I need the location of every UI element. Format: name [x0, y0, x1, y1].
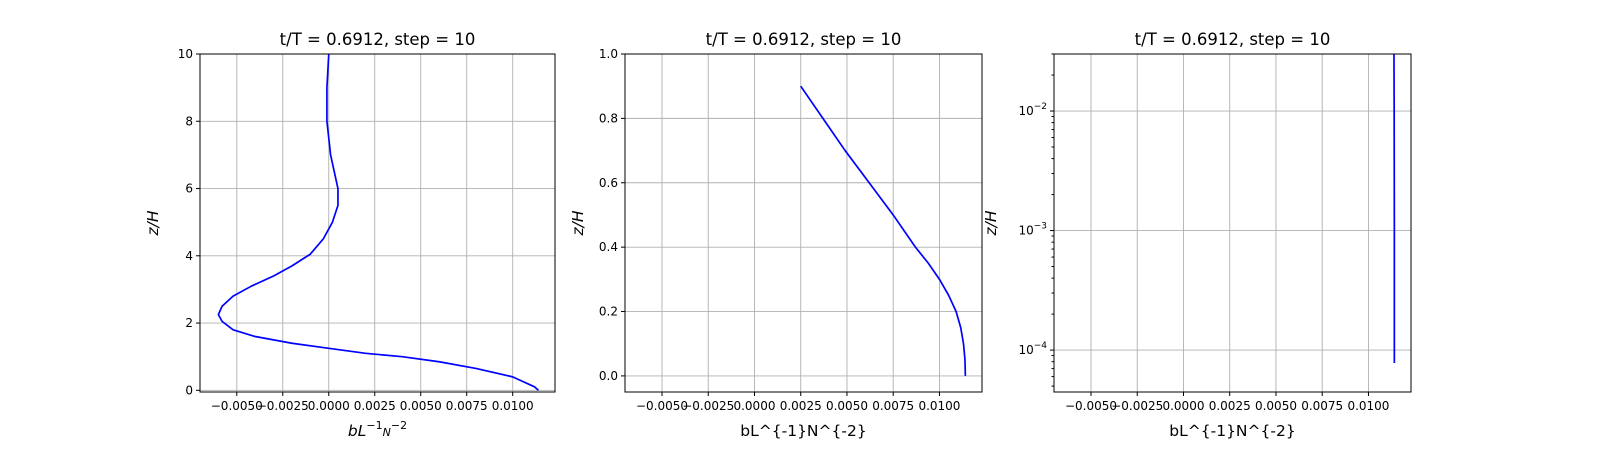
x-tick-label: 0.0100 — [918, 399, 960, 413]
x-tick-label: −0.0025 — [682, 399, 734, 413]
x-tick-label: 0.0100 — [492, 399, 534, 413]
y-tick-label: 0.6 — [599, 176, 618, 190]
y-tick-label: 1.0 — [599, 47, 618, 61]
chart-2: −0.0050−0.0025 0.0000 0.0025 0.0050 0.0075 0.… — [569, 30, 983, 440]
x-tick-label: −0.0025 — [1111, 399, 1163, 413]
chart-title: t/T = 0.6912, step = 10 — [706, 30, 902, 49]
y-tick-label: 6 — [185, 182, 193, 196]
x-tick-label: 0.0075 — [1301, 399, 1343, 413]
x-tick-label: 0.0050 — [1255, 399, 1297, 413]
x-tick-label: 0.0000 — [1162, 399, 1204, 413]
y-tick-label: 10 — [178, 47, 193, 61]
plot-frame — [1053, 53, 1412, 393]
x-tick-label: 0.0025 — [354, 399, 396, 413]
y-tick-label: 0.2 — [599, 305, 618, 319]
chart-title: t/T = 0.6912, step = 10 — [1135, 30, 1331, 49]
y-axis-label: z/H — [982, 210, 1000, 236]
x-tick-label: 0.0000 — [733, 399, 775, 413]
series-line — [217, 53, 540, 391]
x-tick-label: 0.0050 — [826, 399, 868, 413]
x-tick-label: −0.0025 — [257, 399, 309, 413]
chart-title: t/T = 0.6912, step = 10 — [280, 30, 476, 49]
x-tick-label: 0.0050 — [400, 399, 442, 413]
series-line — [800, 85, 967, 376]
y-tick-label: 0.4 — [599, 240, 618, 254]
y-tick-label: 2 — [185, 316, 193, 330]
x-tick-label: −0.0050 — [1065, 399, 1117, 413]
x-axis-label: bL−1N−2 — [348, 419, 407, 440]
x-tick-label: 0.0025 — [780, 399, 822, 413]
plot-frame — [624, 53, 983, 393]
plot-frame — [199, 53, 556, 393]
x-tick-label: −0.0050 — [211, 399, 263, 413]
x-tick-label: 0.0075 — [872, 399, 914, 413]
y-tick-label: 0 — [185, 383, 193, 397]
y-tick-label: 8 — [185, 114, 193, 128]
y-axis-label: z/H — [569, 210, 587, 236]
x-axis-label: bL^{-1}N^{-2} — [1169, 422, 1295, 440]
y-tick-label: 10−4 — [1018, 341, 1047, 357]
y-tick-label: 4 — [185, 249, 193, 263]
x-tick-label: 0.0000 — [308, 399, 350, 413]
x-tick-label: −0.0050 — [636, 399, 688, 413]
y-tick-label: 10−3 — [1018, 222, 1047, 238]
y-tick-label: 10−2 — [1018, 102, 1047, 118]
x-tick-label: 0.0100 — [1347, 399, 1389, 413]
y-tick-label: 0.0 — [599, 369, 618, 383]
y-axis-label: z/H — [144, 210, 162, 236]
chart-3: −0.0050−0.0025 0.0000 0.0025 0.0050 0.0075 0.… — [982, 30, 1412, 440]
x-axis-label: bL^{-1}N^{-2} — [740, 422, 866, 440]
y-tick-label: 0.8 — [599, 111, 618, 125]
x-tick-label: 0.0025 — [1209, 399, 1251, 413]
x-tick-label: 0.0075 — [446, 399, 488, 413]
